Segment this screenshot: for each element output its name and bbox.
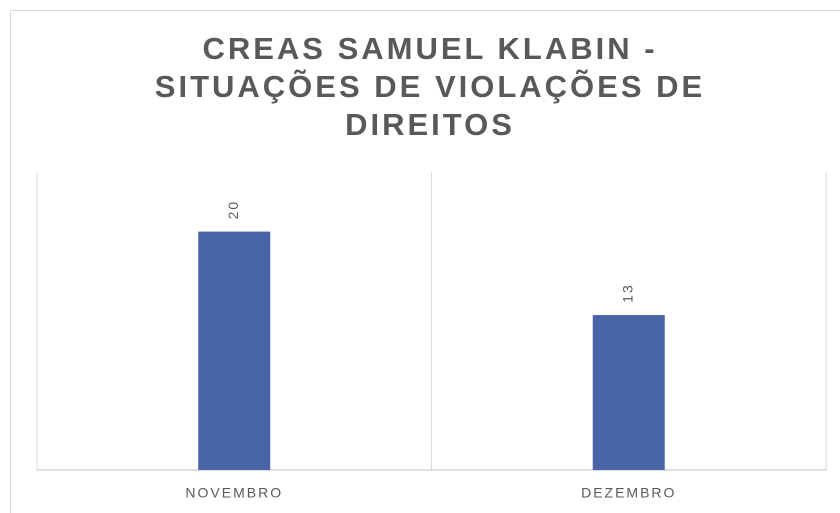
x-tick-label: DEZEMBRO [581, 485, 676, 501]
data-label: 20 [225, 200, 241, 220]
data-label: 13 [619, 283, 635, 303]
chart-frame [10, 10, 840, 513]
chart-title: CREAS SAMUEL KLABIN - SITUAÇÕES DE VIOLA… [154, 31, 706, 142]
bar [592, 315, 665, 470]
bar [198, 231, 271, 470]
x-tick-label: NOVEMBRO [185, 485, 283, 501]
